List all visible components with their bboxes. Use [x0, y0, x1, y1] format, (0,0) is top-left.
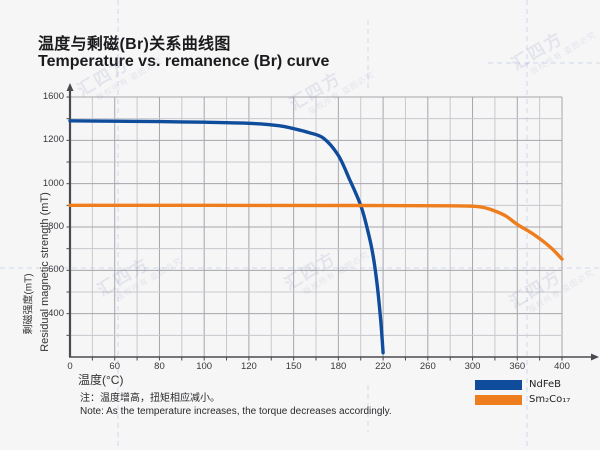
note-line-zh: 注：温度增高，扭矩相应减小。 [80, 393, 220, 404]
legend: NdFeB Sm₂Co₁₇ [475, 379, 570, 405]
x-tick-label-150: 150 [285, 361, 302, 372]
x-tick-label-180: 180 [330, 361, 347, 372]
legend-label-Sm₂Co₁₇: Sm₂Co₁₇ [529, 394, 571, 405]
legend-swatch-Sm₂Co₁₇ [475, 394, 522, 405]
x-tick-label-100: 100 [196, 361, 213, 372]
y-tick-label-1600: 1600 [42, 91, 64, 102]
y-tick-label-1000: 1000 [42, 177, 64, 189]
x-axis-title: 温度(°C) [78, 373, 124, 387]
y-tick-label-1200: 1200 [42, 134, 64, 146]
x-tick-label-120: 120 [240, 361, 257, 372]
x-tick-label-400: 400 [554, 361, 570, 372]
x-tick-label-360: 360 [509, 361, 526, 372]
y-axis-arrow [66, 83, 74, 91]
legend-label-NdFeB: NdFeB [529, 379, 562, 390]
y-tick-label-600: 600 [48, 264, 64, 276]
y-axis-title-zh: 剩磁强度(mT) [23, 273, 35, 335]
note-block: 注：温度增高，扭矩相应减小。 Note: As the temperature … [80, 392, 392, 418]
y-tick-label-800: 800 [48, 221, 64, 232]
y-tick-label-400: 400 [48, 307, 64, 319]
x-tick-label-220: 220 [375, 361, 392, 372]
x-tick-label-0: 0 [67, 361, 73, 372]
series-curve-Sm₂Co₁₇ [68, 203, 564, 261]
x-tick-label-80: 80 [154, 361, 165, 372]
note-line-en: Note: As the temperature increases, the … [80, 406, 392, 417]
series-curve-NdFeB [68, 119, 385, 355]
x-axis-arrow [591, 353, 599, 361]
x-tick-label-60: 60 [109, 361, 121, 372]
legend-item-NdFeB: NdFeB [475, 379, 570, 390]
x-tick-label-260: 260 [419, 361, 436, 372]
chart-title-en: Temperature vs. remanence (Br) curve [38, 53, 330, 70]
chart-title-zh: 温度与剩磁(Br)关系曲线图 [38, 36, 231, 53]
legend-item-Sm₂Co₁₇: Sm₂Co₁₇ [475, 394, 570, 405]
x-tick-label-300: 300 [464, 361, 481, 372]
legend-swatch-NdFeB [475, 379, 522, 390]
